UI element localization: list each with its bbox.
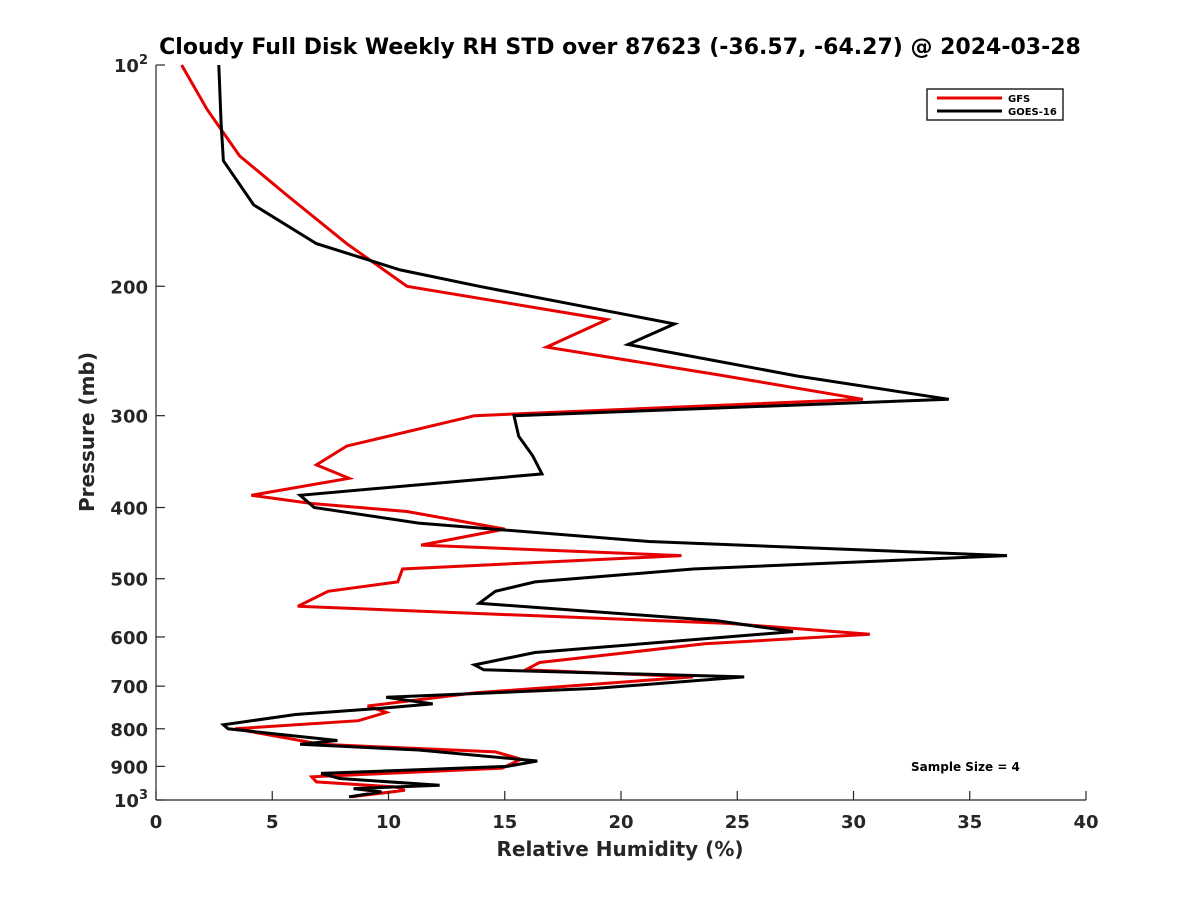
y-tick-label: 200 <box>110 277 148 298</box>
x-tick-label: 5 <box>266 812 279 833</box>
y-ticks: 102 200 300 400 500 600 700 800 900 103 <box>110 53 165 812</box>
y-tick-label: 800 <box>110 720 148 741</box>
chart-title: Cloudy Full Disk Weekly RH STD over 8762… <box>159 35 1081 60</box>
legend-label-gfs: GFS <box>1008 94 1030 105</box>
x-tick-label: 30 <box>841 812 866 833</box>
legend: GFS GOES-16 <box>926 88 1064 121</box>
x-axis-label: Relative Humidity (%) <box>496 837 743 861</box>
x-tick-label: 0 <box>150 812 163 833</box>
sample-size-annotation: Sample Size = 4 <box>911 760 1020 774</box>
legend-label-goes-16: GOES-16 <box>1008 107 1057 118</box>
x-tick-label: 15 <box>492 812 517 833</box>
series-line-goes-16 <box>217 64 1008 799</box>
x-tick-label: 20 <box>608 812 633 833</box>
y-tick-label: 103 <box>114 788 148 812</box>
x-tick-label: 35 <box>957 812 982 833</box>
y-tick-label: 102 <box>114 53 148 77</box>
y-tick-label: 900 <box>110 757 148 778</box>
y-tick-label: 500 <box>110 570 148 591</box>
plot-lines <box>180 64 1008 799</box>
series-line-gfs <box>180 64 870 799</box>
x-ticks: 0 5 10 15 20 25 30 35 40 <box>150 791 1099 833</box>
y-tick-label: 700 <box>110 677 148 698</box>
y-tick-label: 400 <box>110 499 148 520</box>
plot-area-frame <box>156 65 1086 800</box>
y-tick-label: 600 <box>110 628 148 649</box>
y-tick-label: 300 <box>110 407 148 428</box>
legend-box <box>926 88 1064 121</box>
x-tick-label: 10 <box>376 812 401 833</box>
y-axis-label: Pressure (mb) <box>75 352 99 512</box>
x-tick-label: 40 <box>1073 812 1098 833</box>
x-tick-label: 25 <box>725 812 750 833</box>
